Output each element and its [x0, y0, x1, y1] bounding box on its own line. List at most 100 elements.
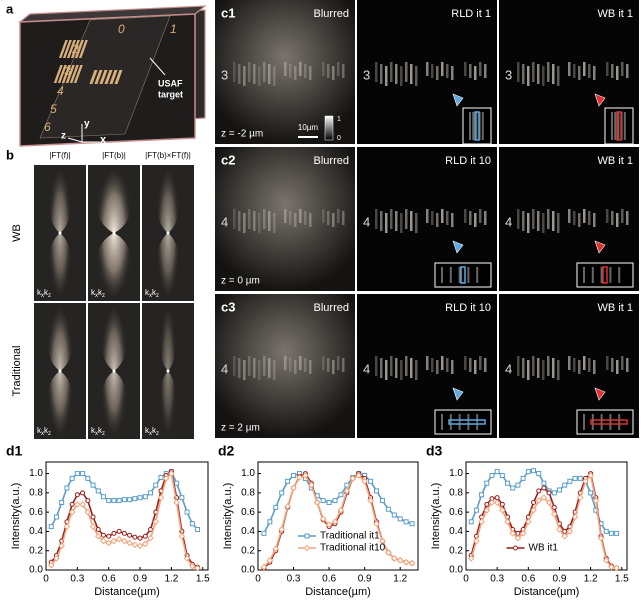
usaf-element — [263, 356, 266, 376]
marker — [380, 499, 384, 503]
inset-bar — [609, 414, 611, 430]
x-tick-label: 0.6 — [521, 574, 535, 585]
usaf-element — [337, 356, 340, 370]
marker — [511, 486, 515, 490]
y-tick-label: 0.6 — [241, 507, 255, 518]
usaf-element — [542, 66, 545, 86]
usaf-element — [390, 209, 393, 229]
marker — [573, 476, 577, 480]
usaf-element — [248, 209, 251, 229]
usaf-element — [474, 213, 477, 227]
marker — [516, 483, 520, 487]
x-tick-label: 1.5 — [615, 574, 629, 585]
target-caption: USAF — [158, 78, 183, 88]
inset-bar — [482, 112, 484, 140]
usaf-element — [593, 360, 596, 374]
marker — [568, 479, 572, 483]
marker — [542, 486, 546, 490]
usaf-element — [469, 358, 472, 372]
legend-label: Traditional it10 — [320, 543, 386, 554]
usaf-element — [299, 209, 302, 223]
usaf-element — [253, 358, 256, 378]
inset — [435, 410, 491, 434]
marker — [280, 491, 284, 495]
usaf-element — [547, 62, 550, 82]
y-tick-label: 0.4 — [241, 526, 255, 537]
usaf-element — [464, 356, 467, 370]
marker — [106, 540, 111, 545]
marker — [159, 475, 163, 479]
marker — [516, 531, 520, 535]
marker — [557, 488, 561, 492]
usaf-element — [238, 64, 241, 84]
usaf-element — [390, 356, 393, 376]
usaf-element — [289, 64, 292, 78]
inset-bar — [459, 414, 461, 430]
marker — [117, 529, 121, 533]
marker — [132, 542, 137, 547]
usaf-element — [431, 64, 434, 78]
z-position: z = -2 µm — [221, 129, 263, 140]
usaf-element — [268, 358, 271, 378]
marker — [75, 493, 79, 497]
marker — [392, 513, 396, 517]
usaf-element — [304, 358, 307, 372]
usaf-element — [626, 358, 629, 372]
usaf-element — [332, 213, 335, 227]
marker — [542, 481, 546, 485]
usaf-element — [415, 66, 418, 86]
panel-label: b — [6, 147, 14, 162]
usaf-element — [284, 356, 287, 370]
inset-bar — [476, 267, 478, 283]
usaf-element — [304, 64, 307, 78]
marker — [547, 491, 551, 495]
usaf-element — [385, 360, 388, 380]
marker — [107, 499, 111, 503]
usaf-element — [400, 66, 403, 86]
usaf-element — [380, 64, 383, 84]
usaf-element — [327, 64, 330, 78]
marker — [537, 489, 541, 493]
y-axis-label: Intensity(a.u.) — [222, 483, 234, 550]
marker — [526, 470, 530, 474]
usaf-element — [294, 360, 297, 374]
x-tick-label: 0.3 — [287, 574, 301, 585]
axis-letter: x — [100, 134, 107, 146]
panel-title: Blurred — [314, 302, 349, 314]
x-tick-label: 0.3 — [490, 574, 504, 585]
usaf-element — [309, 66, 312, 80]
marker — [143, 534, 147, 538]
usaf-element — [532, 62, 535, 82]
inset — [577, 410, 633, 434]
panel-title: RLD it 10 — [445, 302, 491, 314]
usaf-element — [233, 209, 236, 229]
marker — [532, 469, 536, 473]
marker — [122, 498, 126, 502]
usaf-element — [337, 209, 340, 223]
usaf-element — [527, 213, 530, 233]
marker — [609, 531, 613, 535]
y-tick-label: 0.4 — [29, 526, 43, 537]
marker — [149, 491, 153, 495]
marker — [65, 486, 69, 490]
usaf-element — [332, 66, 335, 80]
marker — [133, 535, 137, 539]
marker — [490, 474, 494, 478]
y-tick-label: 1.0 — [29, 468, 43, 479]
usaf-element — [616, 213, 619, 227]
usaf-element — [616, 360, 619, 374]
marker — [154, 483, 158, 487]
usaf-element — [479, 356, 482, 370]
marker — [404, 560, 409, 565]
marker — [70, 502, 74, 506]
x-tick-label: 0.3 — [70, 574, 84, 585]
usaf-element — [557, 213, 560, 233]
marker — [133, 497, 137, 501]
marker — [469, 520, 473, 524]
usaf-element — [238, 211, 241, 231]
marker — [398, 517, 402, 521]
usaf-element — [322, 356, 325, 370]
x-tick-label: 1.2 — [164, 574, 178, 585]
marker — [175, 481, 179, 485]
usaf-element — [337, 62, 340, 76]
